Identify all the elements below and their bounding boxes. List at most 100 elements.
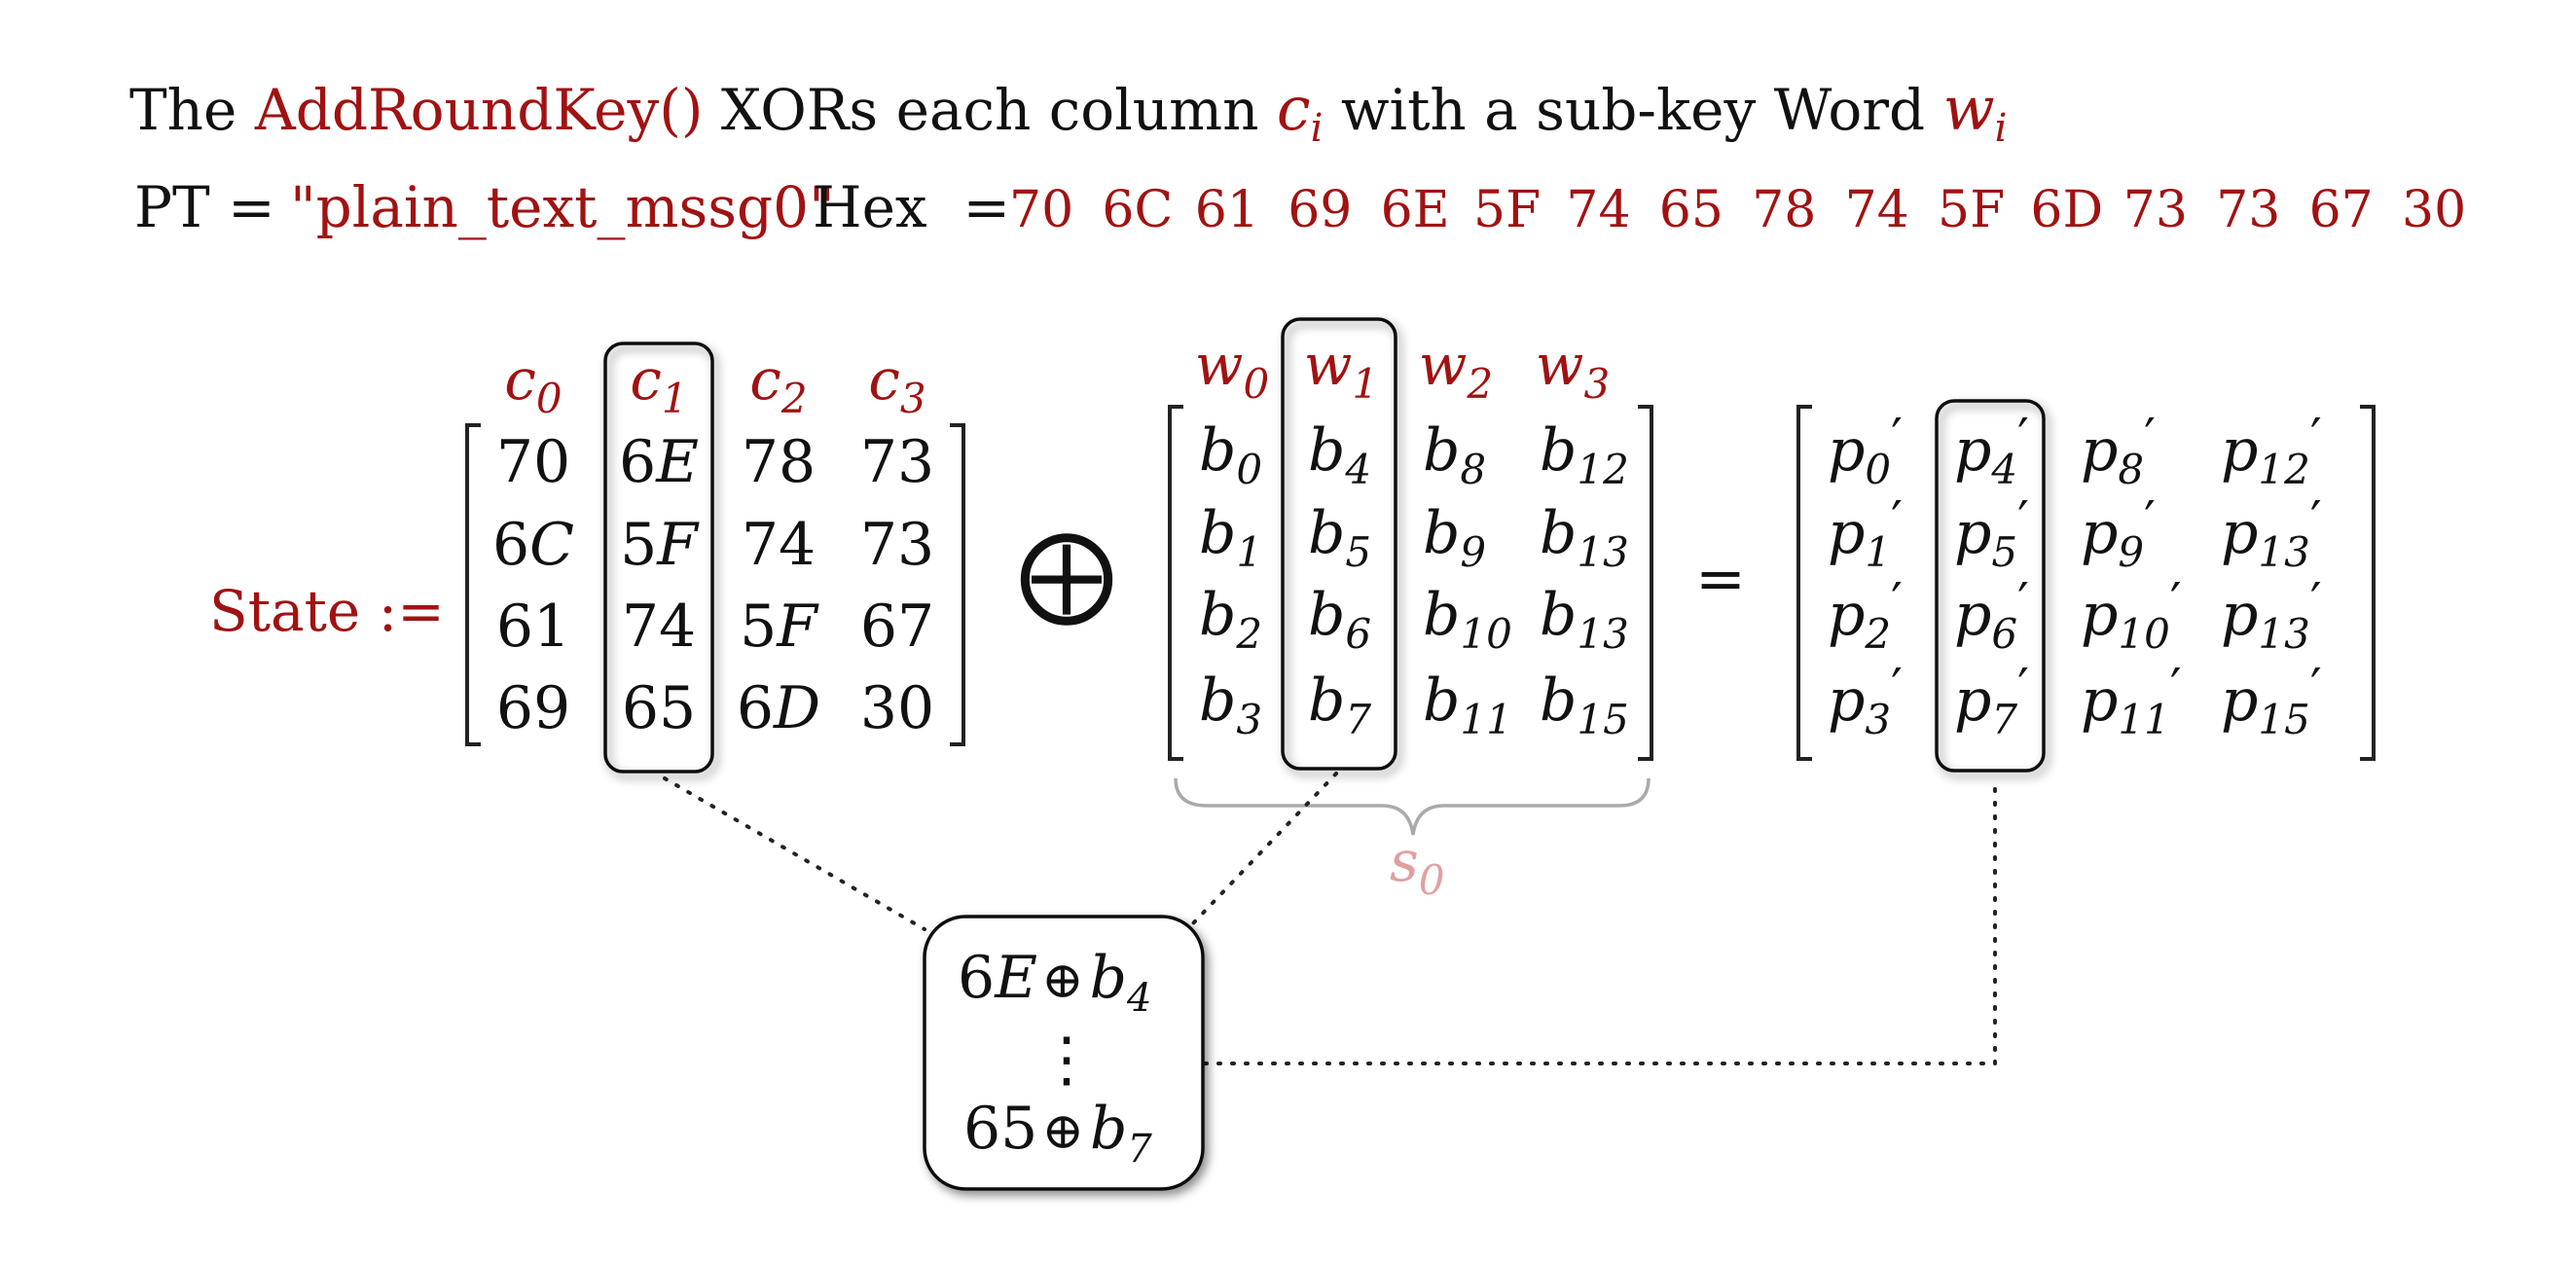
key-cell: b9 [1423, 499, 1486, 576]
state-cell: 78 [742, 428, 816, 496]
key-column-header: w2 [1419, 332, 1493, 408]
key-cell: b12 [1540, 416, 1629, 493]
state-cell: 73 [860, 511, 934, 579]
result-cell: p0′ [1828, 409, 1903, 493]
hex-byte: 65 [1659, 181, 1723, 239]
result-cell: p13′ [2221, 491, 2322, 576]
callout-top-hex: 6 [958, 944, 995, 1012]
callout-box: 6E⊕ b4 ⋮ 65⊕ b7 [923, 915, 1205, 1191]
result-cell: p13′ [2221, 573, 2322, 658]
result-matrix: p0′ p4′ p8′ p12′ p1′ p5′ p9′ p13′ p2′ p6′ p10′ p13′… [1796, 399, 2376, 773]
hex-byte: 67 [2309, 181, 2374, 239]
hex-byte: 30 [2402, 181, 2466, 239]
result-cell: p3′ [1828, 659, 1903, 743]
hex-byte: 5F [1473, 181, 1541, 239]
hex-byte: 73 [2216, 181, 2280, 239]
callout-dots: ⋮ [1036, 1024, 1097, 1095]
state-cell: 69 [496, 674, 570, 742]
header-prefix: The [129, 77, 255, 143]
key-left-bracket [1168, 405, 1183, 761]
state-column-c1-highlight [603, 342, 714, 774]
key-cell: b0 [1199, 416, 1262, 493]
hex-byte: 70 [1009, 181, 1073, 239]
hex-byte: 73 [2123, 181, 2188, 239]
state-cell: 6D [737, 674, 820, 742]
hex-byte: 6E [1381, 181, 1450, 239]
header-function-name: AddRoundKey() [254, 77, 704, 143]
state-cell: 74 [622, 593, 696, 661]
state-column-header: c2 [749, 346, 807, 422]
hex-label: Hex = [813, 174, 1010, 240]
result-cell: p10′ [2081, 573, 2182, 658]
key-cell: b10 [1423, 581, 1512, 658]
result-cell: p11′ [2081, 659, 2182, 743]
callout-top-sub: 4 [1126, 976, 1151, 1021]
callout-bottom: 65⊕ b7 [963, 1095, 1152, 1171]
state-column-header: c0 [504, 346, 562, 422]
key-cell: b1 [1199, 499, 1262, 576]
state-column-header: c3 [868, 346, 925, 422]
key-column-w1-highlight [1281, 317, 1397, 771]
callout-top-op: ⊕ [1041, 952, 1084, 1010]
header-c-symbol: c [1277, 73, 1311, 144]
state-label: State := [209, 578, 445, 644]
state-right-bracket [950, 423, 965, 746]
callout-bottom-key: b [1090, 1095, 1127, 1163]
header-w-subscript: i [1995, 106, 2008, 151]
hex-byte: 78 [1752, 181, 1816, 239]
state-cell: 5F [620, 511, 700, 579]
callout-bottom-hex: 65 [963, 1095, 1037, 1163]
header-middle-2: with a sub-key Word [1323, 77, 1942, 143]
state-cell: 5F [740, 593, 819, 661]
result-cell: p6′ [1954, 573, 2029, 658]
result-cell: p12′ [2221, 409, 2322, 493]
state-column-header: c1 [630, 346, 687, 422]
callout-bottom-op: ⊕ [1041, 1102, 1084, 1161]
pt-label: PT = [134, 174, 275, 240]
key-cell: b6 [1308, 581, 1371, 658]
state-cell: 65 [622, 674, 696, 742]
result-right-bracket [2360, 405, 2376, 761]
header-w-symbol: w [1943, 73, 1995, 144]
pt-value: "plain_text_mssg0" [290, 174, 835, 240]
brace-label-subscript: 0 [1419, 856, 1445, 904]
result-column-p4-highlight [1935, 399, 2046, 773]
hex-byte: 69 [1288, 181, 1352, 239]
hex-bytes: 70 6C 61 69 6E 5F 74 65 78 74 5F 6D 73 73 67 30 [1009, 181, 2466, 239]
result-cell: p7′ [1954, 659, 2029, 743]
state-cell: 61 [496, 593, 570, 661]
result-cell: p5′ [1954, 491, 2029, 576]
header-line-1: The AddRoundKey() XORs each column ci wi… [129, 73, 2007, 151]
state-left-bracket [465, 423, 481, 746]
key-cell: b13 [1540, 581, 1629, 658]
key-cell: b8 [1423, 416, 1486, 493]
header-c-subscript: i [1311, 106, 1324, 151]
connector-state-to-callout [663, 776, 926, 931]
hex-byte: 61 [1195, 181, 1259, 239]
key-cell: b15 [1540, 667, 1629, 743]
key-column-header: w3 [1536, 332, 1610, 408]
result-left-bracket [1796, 405, 1812, 761]
callout-bottom-sub: 7 [1127, 1127, 1152, 1171]
state-cell: 70 [496, 428, 570, 496]
equals-operator: = [1695, 543, 1746, 614]
hex-byte: 6D [2030, 181, 2103, 239]
callout-top-hex-letter: E [994, 944, 1037, 1012]
callout-top: 6E⊕ b4 [958, 944, 1151, 1021]
result-cell: p15′ [2221, 659, 2322, 743]
brace-label: s0 [1390, 828, 1445, 904]
key-cell: b4 [1308, 416, 1371, 493]
result-cell: p8′ [2081, 409, 2156, 493]
state-cell: 67 [860, 593, 934, 661]
state-matrix: c0 c1 c2 c3 70 6E 78 73 6C 5F 74 73 61 74 5F 67 69 65 6D 30 [465, 342, 965, 774]
state-cell: 6E [619, 428, 699, 496]
callout-frame [923, 915, 1205, 1191]
xor-operator: ⨁ [1018, 516, 1115, 630]
key-cell: b13 [1540, 499, 1629, 576]
key-right-bracket [1638, 405, 1653, 761]
connector-callout-to-result [1203, 776, 1997, 1065]
result-cell: p4′ [1954, 409, 2029, 493]
key-cell: b11 [1423, 667, 1512, 743]
state-cell: 74 [742, 511, 816, 579]
